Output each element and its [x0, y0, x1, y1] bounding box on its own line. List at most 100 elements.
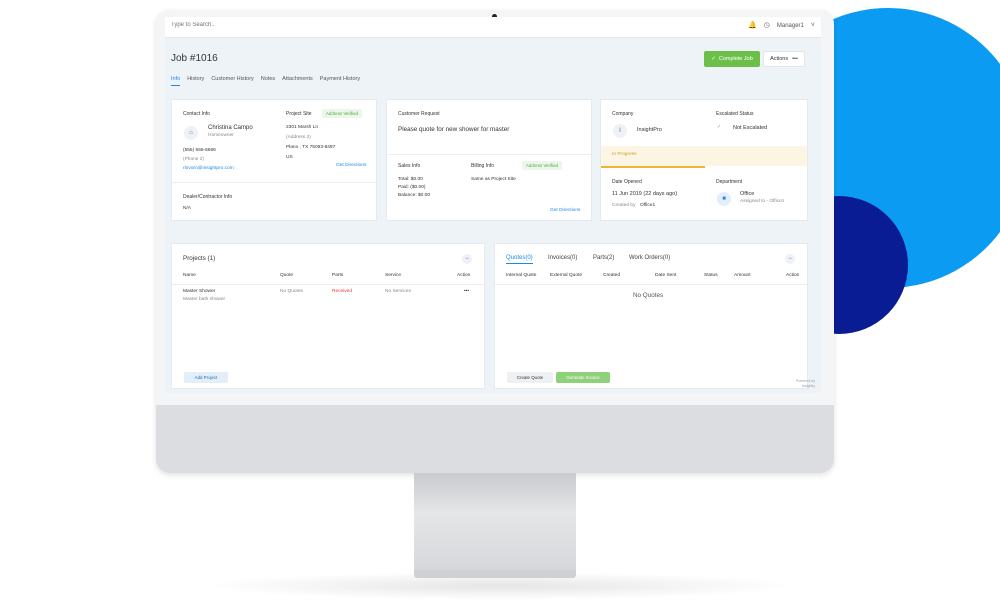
powered-by-label: Powered by — [796, 379, 815, 383]
contact-card: Contact Info ⌂ Christina Campo Homeowner… — [171, 99, 377, 221]
empty-state: No Quotes — [633, 292, 664, 299]
escalated-value: Not Escalated — [733, 125, 768, 131]
contact-info-label: Contact Info — [183, 111, 210, 117]
col-action: Action — [786, 273, 800, 278]
status-label: In Progress — [612, 152, 637, 157]
assigned-to: Assigned to - Office1 — [740, 199, 785, 204]
created-by-prefix: Created by — [612, 203, 636, 208]
contact-phone: (555) 555-6666 — [183, 148, 216, 153]
project-action-menu[interactable]: ••• — [464, 289, 470, 294]
page-title: Job #1016 — [171, 53, 218, 64]
quotes-card: Quotes(0) Invoices(0) Parts(2) Work Orde… — [494, 243, 808, 389]
get-directions-link[interactable]: Get Directions — [336, 163, 367, 168]
check-icon: ✓ — [717, 125, 722, 130]
created-by-value: Office1 — [640, 203, 656, 208]
project-site-label: Project Site — [286, 111, 312, 117]
tab-quotes[interactable]: Quotes(0) — [506, 255, 533, 264]
briefcase-icon: ■ — [717, 192, 731, 206]
customer-request-text: Please quote for new shower for master — [398, 126, 510, 133]
sales-paid: Paid: ($0.00) — [398, 185, 426, 190]
project-subtitle: Master bath shower — [183, 297, 226, 302]
contact-email-link[interactable]: rlovorn@insightpro.com — [183, 166, 234, 171]
search-input[interactable] — [171, 22, 371, 28]
company-label: Company — [612, 111, 634, 117]
divider — [387, 154, 591, 155]
escalated-label: Escalated Status — [716, 111, 754, 117]
department-label: Department — [716, 179, 743, 185]
col-status: Status — [704, 273, 718, 278]
collapse-icon[interactable]: − — [785, 254, 795, 264]
create-quote-button[interactable]: Create Quote — [507, 372, 553, 383]
project-quote: No Quotes — [280, 289, 303, 294]
customer-request-card: Customer Request Please quote for new sh… — [386, 99, 592, 221]
contact-role: Homeowner — [208, 133, 234, 138]
powered-by: Powered by Insightly — [796, 379, 815, 388]
projects-title: Projects (1) — [183, 255, 216, 262]
project-service: No Services — [385, 289, 411, 294]
tab-parts[interactable]: Parts(2) — [593, 255, 615, 261]
address-line2: (Address 2) — [286, 135, 311, 140]
home-icon: ⌂ — [184, 126, 198, 140]
generate-invoice-button[interactable]: Generate Invoice — [556, 372, 610, 383]
monitor-stand — [414, 473, 576, 573]
camera-dot — [492, 14, 497, 19]
clock-icon[interactable]: ◷ — [763, 22, 770, 29]
user-menu[interactable]: Manager1 — [776, 22, 804, 29]
top-bar: 🔔 ◷ Manager1 ˅ — [165, 17, 821, 38]
department-value: Office — [740, 191, 755, 197]
tab-customer-history[interactable]: Customer History — [211, 76, 254, 82]
add-project-button[interactable]: Add Project — [184, 372, 228, 383]
complete-job-button[interactable]: ✓ Complete Job — [704, 51, 760, 67]
company-name: InsightPro — [637, 127, 662, 133]
sales-info-label: Sales Info — [398, 163, 421, 169]
col-created: Created — [603, 273, 621, 278]
sales-balance: Balance: $0.00 — [398, 193, 431, 198]
company-avatar: I — [613, 124, 627, 138]
company-card: Company I InsightPro Escalated Status ✓ … — [600, 99, 808, 221]
project-name: Master Shower — [183, 289, 216, 294]
billing-directions-link[interactable]: Get Directions — [550, 208, 581, 213]
project-parts: Received — [332, 289, 352, 294]
more-icon: ••• — [792, 56, 798, 62]
divider — [172, 182, 376, 183]
collapse-icon[interactable]: − — [462, 254, 472, 264]
actions-button[interactable]: Actions ••• — [763, 51, 805, 67]
address-country: US — [286, 155, 293, 160]
tab-history[interactable]: History — [187, 76, 205, 82]
actions-label: Actions — [770, 56, 789, 62]
monitor-stand-base — [414, 570, 576, 578]
col-amount: Amount — [734, 273, 751, 278]
divider — [495, 284, 807, 285]
address-city: Plano , TX 75093-8497 — [286, 145, 336, 150]
tab-info[interactable]: Info — [171, 76, 181, 86]
check-icon: ✓ — [711, 56, 716, 62]
chevron-down-icon[interactable]: ˅ — [810, 22, 815, 29]
dealer-label: Dealer/Contractor Info — [183, 194, 233, 200]
monitor-chin — [156, 405, 834, 473]
col-date-sent: Date Sent — [655, 273, 677, 278]
address-line1: 2301 Marsh Ln — [286, 125, 318, 130]
sales-total: Total: $0.00 — [398, 177, 423, 182]
status-progress-bar — [601, 166, 705, 168]
tab-attachments[interactable]: Attachments — [282, 76, 313, 82]
tab-invoices[interactable]: Invoices(0) — [548, 255, 578, 261]
col-parts: Parts — [332, 273, 344, 278]
col-quote: Quote — [280, 273, 294, 278]
tab-work-orders[interactable]: Work Orders(0) — [629, 255, 671, 261]
col-service: Service — [385, 273, 401, 278]
address-verified-badge: Address Verified — [322, 109, 362, 118]
complete-job-label: Complete Job — [718, 56, 753, 62]
dealer-value: N/A — [183, 206, 191, 211]
app-screen: 🔔 ◷ Manager1 ˅ Job #1016 ✓ Complete Job … — [165, 17, 821, 393]
billing-verified-badge: Address Verified — [522, 161, 562, 170]
tab-payment-history[interactable]: Payment History — [319, 76, 361, 82]
col-external-quote: External Quote — [550, 273, 582, 278]
bell-icon[interactable]: 🔔 — [748, 22, 757, 29]
col-name: Name — [183, 273, 196, 278]
tab-notes[interactable]: Notes — [260, 76, 276, 82]
date-opened-value: 11 Jun 2019 (22 days ago) — [612, 191, 678, 197]
top-bar-actions: 🔔 ◷ Manager1 ˅ — [748, 22, 815, 29]
divider — [172, 284, 484, 285]
contact-phone2: (Phone 2) — [183, 157, 205, 162]
col-action: Action — [457, 273, 471, 278]
